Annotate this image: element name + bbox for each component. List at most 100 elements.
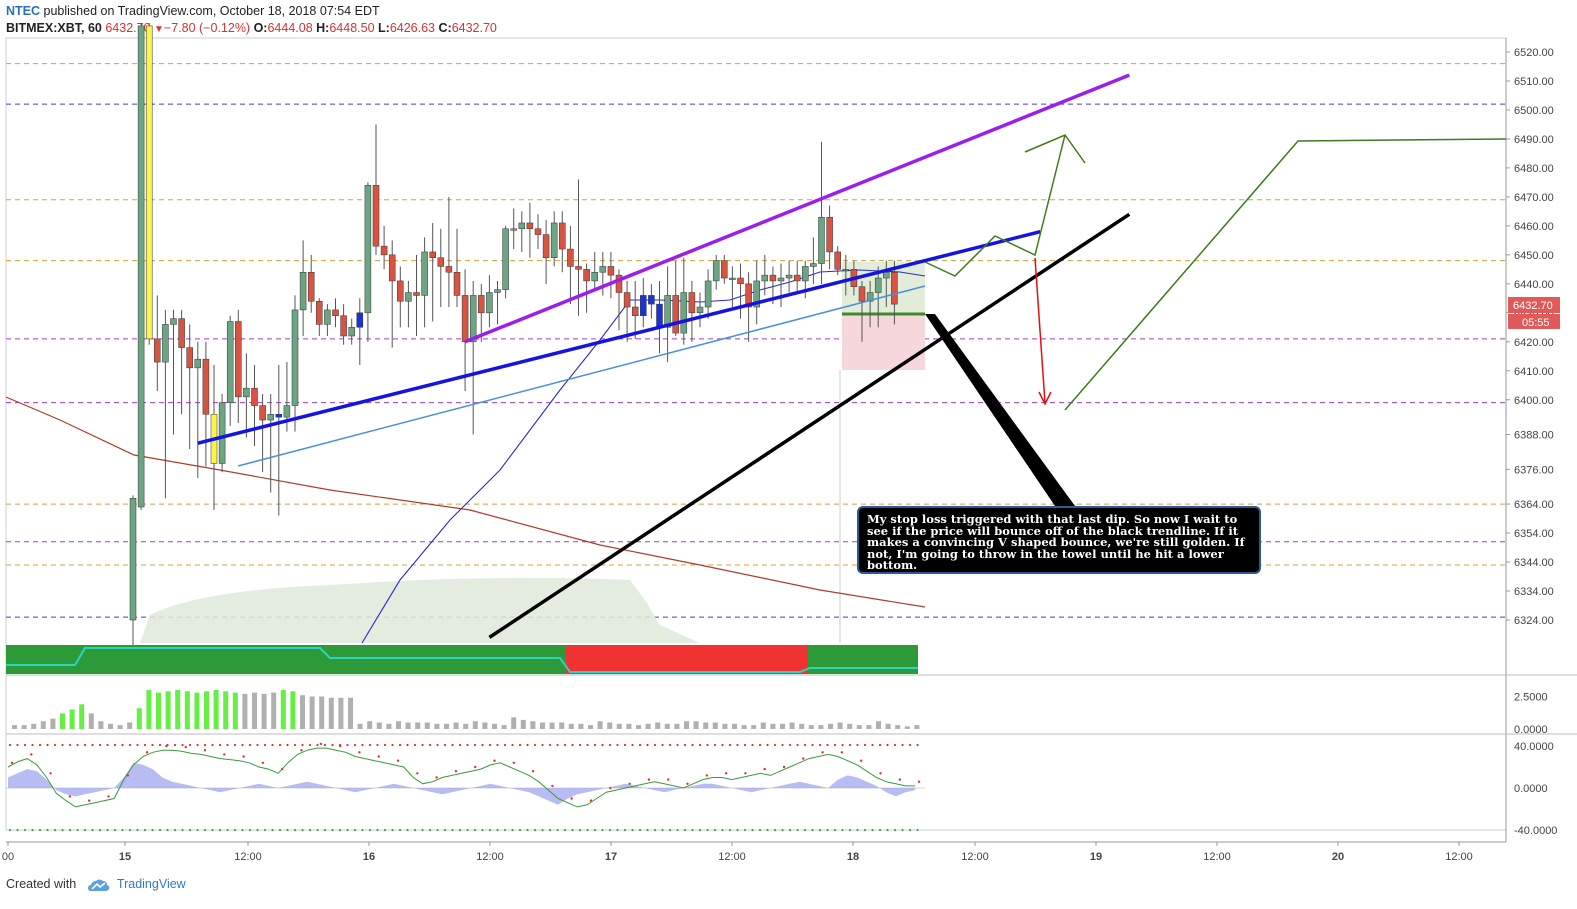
lower-band-dot [533, 828, 537, 832]
tradingview-brand[interactable]: TradingView [116, 877, 186, 891]
high-value: 6448.50 [329, 21, 375, 35]
upper-band-dot [106, 743, 109, 747]
histogram-bar [578, 723, 584, 729]
annotation-note[interactable]: My stop loss triggered with that last di… [857, 506, 1261, 574]
trend-band-red [566, 645, 808, 674]
upper-band-dot [631, 743, 634, 747]
oscillator-signal-dot [493, 759, 496, 762]
upper-band-dot [98, 743, 102, 747]
trendline-blue [197, 229, 1041, 445]
lower-band-dot [833, 828, 837, 832]
histogram-bar [290, 691, 296, 729]
time-tick-label: 12:00 [476, 851, 504, 863]
histogram-bar [616, 723, 622, 729]
histogram-bar [453, 722, 459, 729]
candle-body [777, 277, 785, 282]
candle-body [550, 222, 558, 259]
lower-band-dot [391, 828, 394, 832]
candle-body [348, 327, 355, 337]
upper-band-dot [196, 743, 199, 747]
lower-band-dot [638, 828, 642, 832]
candle-body [275, 413, 283, 418]
histogram-bar [684, 721, 689, 729]
candle-body [866, 292, 874, 302]
candle-body [372, 185, 380, 247]
oscillator-signal-dot [686, 782, 689, 785]
lower-band-dot [61, 828, 64, 832]
lower-band-dot [766, 828, 769, 832]
lower-band-dot [263, 828, 267, 832]
lower-band-dot [338, 828, 342, 832]
chart-canvas[interactable]: 6520.00 6510.00 6500.00 6490.00 6480.00 6470.… [0, 0, 1577, 870]
lower-band-dot [286, 828, 289, 832]
lower-band-dot [481, 828, 484, 832]
lower-band-dot [368, 828, 372, 832]
lower-band-dot [713, 828, 717, 832]
lower-band-dot [353, 828, 357, 832]
candle-body [364, 185, 372, 314]
lower-band-dot [541, 828, 544, 832]
lower-band-dot [661, 828, 664, 832]
candle-body [680, 292, 688, 334]
histogram-bar [703, 722, 709, 729]
lower-band-dot [248, 828, 252, 832]
upper-band-dot [736, 743, 739, 747]
upper-band-dot [653, 743, 657, 747]
lower-band-dot [676, 828, 679, 832]
price-tick-label: 6388.00 [1514, 430, 1554, 442]
lower-band-dot [46, 828, 49, 832]
candle-body [170, 318, 177, 325]
histogram-bar [722, 723, 728, 729]
histogram-bar [904, 726, 910, 729]
time-tick-label: 00 [2, 851, 14, 863]
candle-body [534, 228, 542, 235]
upper-band-dot [503, 743, 507, 747]
candle-body [162, 324, 169, 363]
candle-body [405, 292, 412, 302]
candle-body [453, 271, 461, 296]
candle-body [251, 387, 258, 406]
upper-band-dot [563, 743, 567, 747]
lower-band-dot [428, 828, 432, 832]
candle-body [542, 234, 550, 259]
histogram-bar [194, 692, 200, 729]
price-tick-label: 6460.00 [1514, 221, 1554, 233]
candle-body [194, 358, 202, 369]
upper-band-dot [61, 743, 64, 747]
candle-body [186, 347, 193, 369]
candle-body [712, 260, 720, 282]
lower-band-dot [181, 828, 184, 832]
oscillator-signal-dot [10, 761, 14, 764]
upper-band-dot [601, 743, 604, 747]
upper-band-dot [443, 743, 447, 747]
histogram-bar [271, 692, 277, 729]
oscillator-signal-dot [338, 744, 342, 748]
histogram-bar [108, 723, 113, 729]
callout-pointer [925, 314, 1075, 506]
lower-band-dot [383, 828, 387, 832]
oscillator-signal-dot [551, 784, 554, 788]
upper-band-dot [608, 743, 612, 747]
upper-band-dot [413, 743, 417, 747]
last-price-badge [1508, 296, 1560, 313]
candle-body [307, 271, 315, 302]
histogram-bar [885, 723, 891, 729]
histogram-bar [261, 693, 267, 729]
histogram-tick-label: 2.5000 [1514, 692, 1548, 704]
histogram-bar [424, 722, 430, 729]
candle-body [397, 280, 404, 302]
candle-body [502, 228, 509, 290]
lower-band-dot [106, 828, 109, 832]
candle-body [826, 216, 833, 253]
candle-body [729, 277, 736, 280]
lower-band-dot [8, 828, 12, 832]
histogram-bar [156, 692, 161, 729]
candle-body [696, 306, 704, 314]
lower-band-dot [908, 828, 912, 832]
lower-band-dot [31, 828, 34, 832]
oscillator-signal-dot [705, 774, 708, 777]
lower-band-dot [323, 828, 327, 832]
upper-band-dot [188, 743, 192, 747]
publisher-name[interactable]: NTEC [6, 4, 41, 18]
upper-band-dot [721, 743, 724, 747]
